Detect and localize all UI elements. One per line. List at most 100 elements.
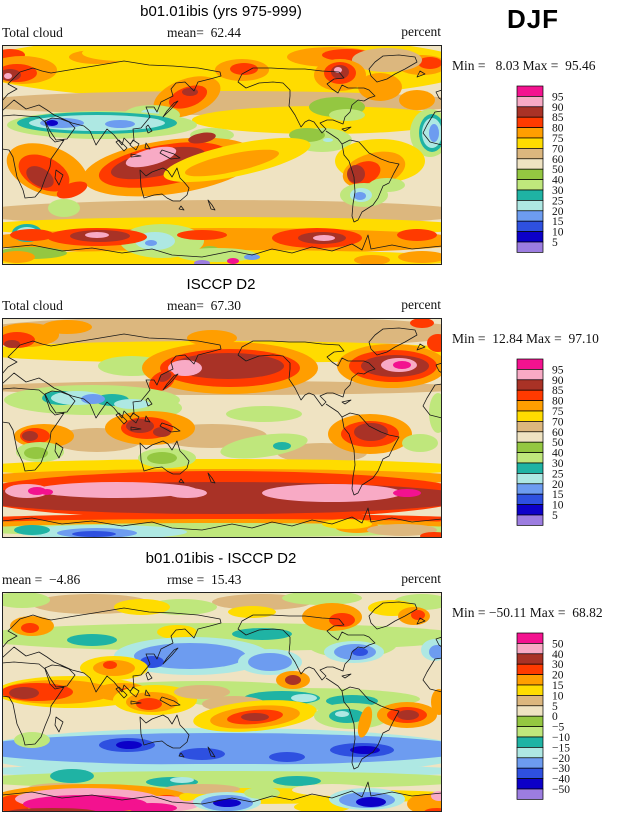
contour-blob (85, 232, 109, 238)
contour-blob (313, 235, 335, 241)
colorbar-cell (516, 158, 544, 170)
contour-blob (352, 648, 368, 656)
colorbar-tick-label: 50 (552, 437, 564, 449)
contour-blob (291, 694, 317, 702)
colorbar-tick-label: 90 (552, 375, 564, 387)
colorbar-cell (516, 493, 544, 505)
contour-blob (188, 132, 216, 144)
contour-blob (232, 628, 292, 640)
contour-blob (262, 484, 402, 502)
panel-model: b01.01ibis (yrs 975-999) Total cloud mea… (0, 0, 633, 273)
contour-blob (228, 606, 276, 618)
contour-blob (352, 48, 422, 72)
colorbar-cell (516, 684, 544, 696)
colorbar-cell (516, 179, 544, 191)
colorbar-tick-label: 10 (552, 690, 564, 702)
contour-blob (323, 138, 333, 142)
contour-blob (273, 776, 321, 786)
contour-blob (192, 106, 442, 134)
map-frame (2, 318, 442, 538)
contour-blob (393, 489, 421, 497)
contour-blob (48, 199, 80, 217)
units-label: percent (401, 24, 441, 39)
contour-blob (230, 63, 258, 75)
contour-blob (402, 434, 438, 452)
colorbar-tick-label: 30 (552, 185, 564, 197)
colorbar-cell (516, 715, 544, 727)
colorbar-tick-label: 20 (552, 479, 564, 491)
contour-blob (177, 248, 257, 262)
contour-blob (354, 192, 366, 200)
colorbar-tick-label: −20 (552, 753, 570, 765)
contour-blob (56, 181, 88, 199)
colorbar-tick-label: 40 (552, 448, 564, 460)
colorbar-tick-label: −10 (552, 732, 570, 744)
colorbar-tick-label: 20 (552, 670, 564, 682)
contour-blob (153, 427, 171, 437)
colorbar-tick-label: 50 (552, 164, 564, 176)
contour-blob (397, 710, 419, 720)
variable-label: Total cloud (2, 298, 63, 313)
colorbar-cell (516, 358, 544, 370)
colorbar-cell (516, 210, 544, 222)
contour-blob (179, 793, 195, 801)
colorbar-tick-label: 10 (552, 500, 564, 512)
panel-title: b01.01ibis (yrs 975-999) (140, 3, 302, 20)
colorbar-cell (516, 695, 544, 707)
panel-obs: ISCCP D2 Total cloud mean= 67.30 percent… (0, 273, 633, 546)
contour-blob (410, 318, 434, 328)
colorbar-cell (516, 189, 544, 201)
contour-blob (429, 393, 442, 433)
colorbar-cell (516, 421, 544, 433)
contour-blob (2, 251, 35, 263)
contour-blob (4, 73, 12, 79)
season-label: DJF (506, 4, 560, 34)
mean-stat: mean= 62.44 (167, 25, 241, 40)
contour-blob (164, 784, 240, 794)
colorbar-cell (516, 767, 544, 779)
colorbar-tick-label: 25 (552, 468, 564, 480)
contour-blob (37, 482, 197, 498)
panel-difference: b01.01ibis - ISCCP D2 mean = −4.86 rmse … (0, 547, 633, 818)
contour-blob (282, 592, 362, 605)
variable-label: Total cloud (2, 25, 63, 40)
contour-blob (367, 524, 437, 536)
contour-blob (226, 406, 302, 422)
contour-blob (147, 452, 177, 464)
colorbar-tick-label: 10 (552, 227, 564, 239)
colorbar-tick-label: −30 (552, 763, 570, 775)
colorbar-cell (516, 473, 544, 485)
colorbar-cell (516, 747, 544, 759)
contour-blob (114, 399, 150, 409)
colorbar-cell (516, 168, 544, 180)
contour-blob (185, 149, 279, 177)
map-canvas (2, 318, 442, 538)
mean-stat: mean = −4.86 (2, 572, 81, 587)
contour-blob (50, 769, 94, 783)
map-frame (2, 45, 442, 265)
colorbar-cell (516, 137, 544, 149)
colorbar-tick-label: 75 (552, 133, 564, 145)
contour-blob (322, 519, 372, 529)
contour-blob (103, 661, 117, 669)
map-frame (2, 592, 442, 812)
contour-blob (179, 748, 225, 760)
coastline (2, 327, 442, 531)
colorbar-tick-label: 80 (552, 396, 564, 408)
contour-blob (182, 88, 198, 96)
minmax-label: Min = 12.84 Max = 97.10 (452, 331, 599, 346)
contour-blob (72, 531, 116, 537)
contour-blob (354, 255, 390, 265)
colorbar-cell (516, 483, 544, 495)
contour-blob (145, 240, 157, 246)
contour-blob (42, 320, 92, 334)
contour-blob (22, 431, 38, 441)
colorbar-tick-label: −50 (552, 784, 570, 796)
colorbar-cell (516, 653, 544, 665)
colorbar-cell (516, 441, 544, 453)
colorbar-tick-label: 60 (552, 427, 564, 439)
contour-blob (354, 423, 388, 441)
colorbar-tick-label: 25 (552, 195, 564, 207)
contour-blob (14, 525, 50, 535)
